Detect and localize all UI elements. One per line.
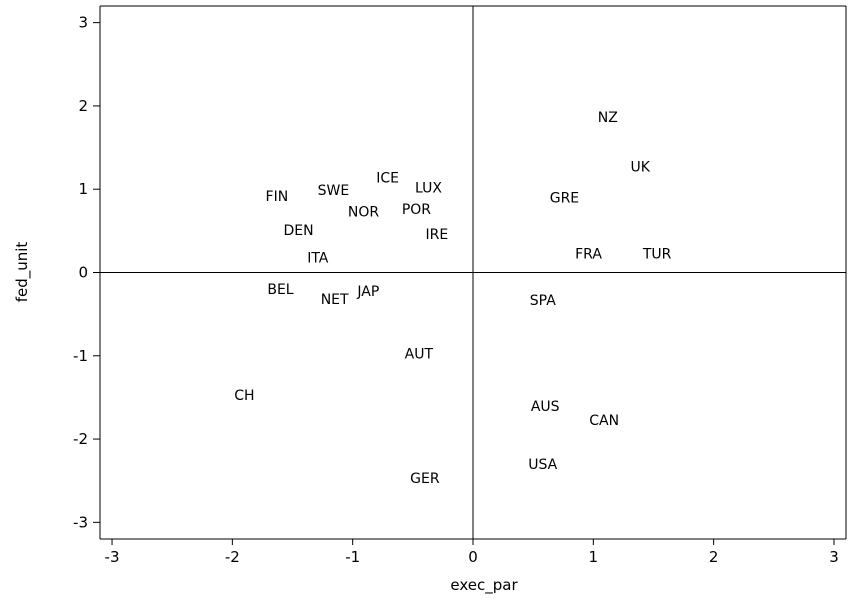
- y-tick-label: 1: [78, 180, 88, 198]
- point-label-net: NET: [321, 292, 349, 308]
- point-label-can: CAN: [589, 413, 619, 429]
- point-label-fin: FIN: [266, 189, 289, 205]
- point-label-aut: AUT: [405, 346, 434, 362]
- point-label-por: POR: [402, 202, 431, 218]
- y-tick-label: 2: [78, 97, 88, 115]
- y-tick-label: -3: [73, 513, 88, 531]
- data-points: NZ UK GRE FRA TUR SPA AUS CAN USA GER AUT CH BEL NET J…: [234, 110, 671, 487]
- point-label-ita: ITA: [307, 251, 329, 267]
- point-label-ch: CH: [234, 388, 254, 404]
- point-label-jap: JAP: [356, 284, 379, 300]
- point-label-bel: BEL: [267, 282, 293, 298]
- y-tick-label: -2: [73, 430, 88, 448]
- point-label-fra: FRA: [575, 246, 602, 262]
- y-tick-label: 0: [78, 264, 88, 282]
- point-label-usa: USA: [528, 457, 557, 473]
- point-label-swe: SWE: [318, 183, 350, 199]
- y-tick-label: 3: [78, 14, 88, 32]
- y-tick-label: -1: [73, 347, 88, 365]
- point-label-ice: ICE: [376, 171, 399, 187]
- reference-lines: [100, 6, 846, 539]
- point-label-ger: GER: [410, 471, 440, 487]
- y-axis-title: fed_unit: [13, 242, 32, 303]
- point-label-uk: UK: [631, 160, 651, 176]
- x-tick-label: 3: [829, 548, 839, 566]
- x-axis-title: exec_par: [450, 576, 518, 595]
- point-label-den: DEN: [283, 223, 313, 239]
- point-label-gre: GRE: [550, 191, 579, 207]
- point-label-aus: AUS: [531, 399, 560, 415]
- x-tick-label: -1: [345, 548, 360, 566]
- point-label-lux: LUX: [415, 181, 442, 197]
- x-axis-ticks: -3 -2 -1 0 1 2 3: [105, 539, 839, 566]
- x-tick-label: -3: [105, 548, 120, 566]
- x-tick-label: 1: [589, 548, 599, 566]
- point-label-tur: TUR: [642, 246, 672, 262]
- point-label-nz: NZ: [598, 110, 618, 126]
- point-label-spa: SPA: [530, 293, 556, 309]
- point-label-ire: IRE: [426, 227, 449, 243]
- x-tick-label: 0: [468, 548, 478, 566]
- x-tick-label: 2: [709, 548, 719, 566]
- x-tick-label: -2: [225, 548, 240, 566]
- point-label-nor: NOR: [348, 205, 379, 221]
- y-axis-ticks: -3 -2 -1 0 1 2 3: [73, 14, 100, 531]
